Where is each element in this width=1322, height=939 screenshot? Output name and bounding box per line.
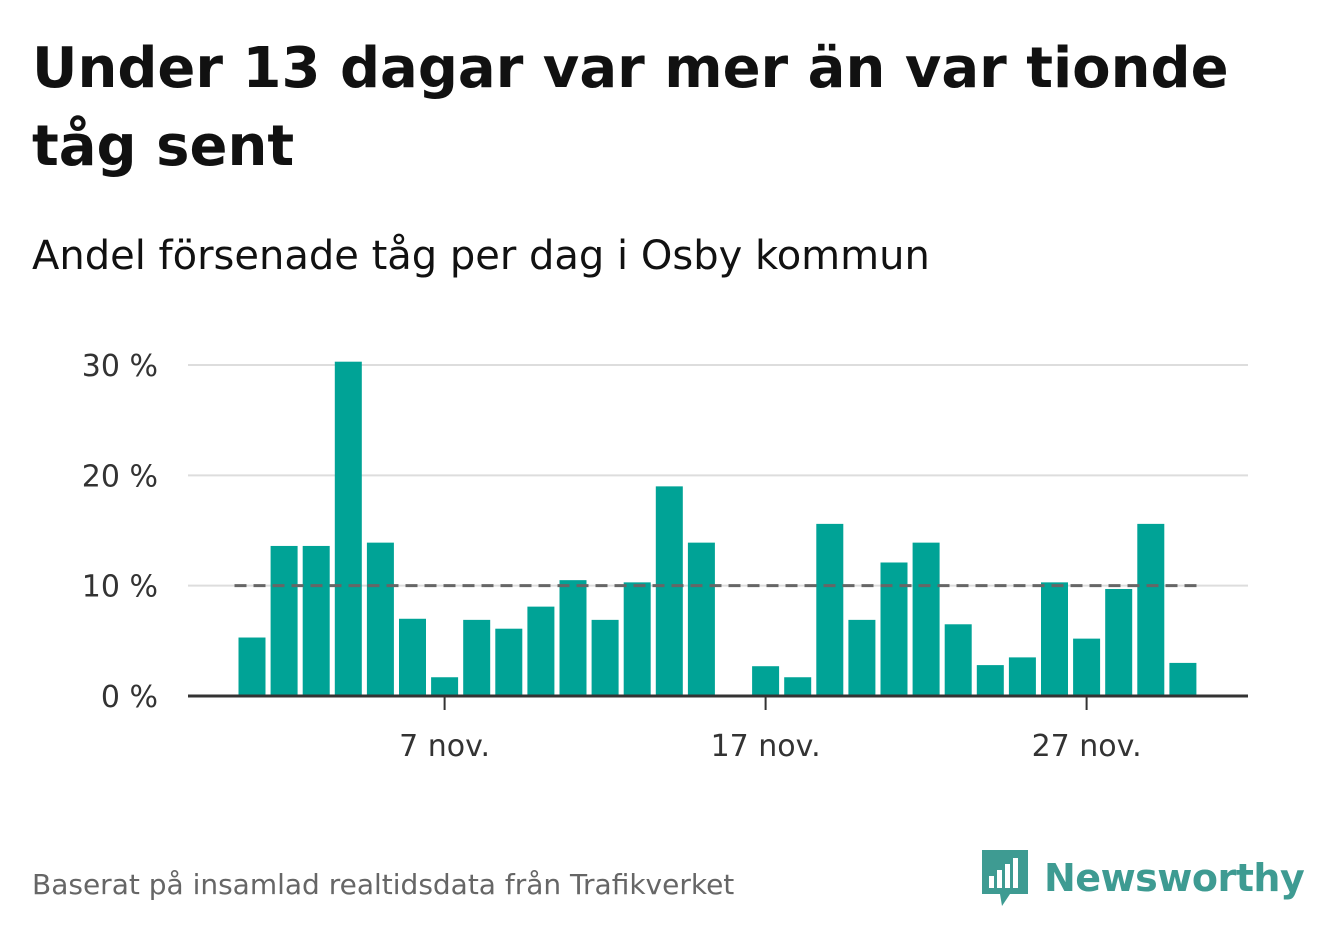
y-tick-label: 30 % (82, 349, 158, 384)
bar (591, 619, 619, 696)
bar (366, 542, 394, 696)
x-tick-label: 27 nov. (1032, 729, 1142, 764)
axis-layer: 0 % 10 % 20 % 30 % 7 nov. 17 nov. 27 nov. (82, 349, 1248, 764)
bar-chart: 0 % 10 % 20 % 30 % 7 nov. 17 nov. 27 nov. (82, 349, 1248, 764)
y-tick-label: 20 % (82, 459, 158, 494)
bar (495, 628, 523, 696)
bar (816, 523, 844, 696)
brand-name: Newsworthy (1044, 856, 1305, 900)
bar (687, 542, 715, 696)
bar (1073, 638, 1101, 696)
bar (880, 562, 908, 696)
chart-subtitle: Andel försenade tåg per dag i Osby kommu… (32, 233, 930, 279)
bar (623, 582, 651, 696)
chat-bubble-bars-icon (982, 850, 1028, 906)
bar (976, 665, 1004, 696)
bar (848, 619, 876, 696)
bar (302, 545, 330, 696)
bar (334, 361, 362, 696)
bars-layer (238, 361, 1197, 696)
x-tick-label: 17 nov. (711, 729, 821, 764)
bar (559, 580, 587, 696)
bar (238, 637, 266, 696)
bar (1105, 588, 1133, 696)
bar (1041, 582, 1068, 696)
bar (655, 486, 683, 696)
bar (270, 545, 298, 696)
source-note: Baserat på insamlad realtidsdata från Tr… (32, 868, 735, 901)
bar (752, 666, 780, 696)
bar (784, 677, 812, 696)
bar (912, 542, 940, 696)
bar (1169, 662, 1197, 696)
x-tick-label: 7 nov. (399, 729, 490, 764)
bar (399, 618, 426, 696)
bar (1008, 657, 1036, 696)
bar (431, 677, 459, 696)
y-tick-label: 0 % (101, 680, 158, 715)
brand-logo: Newsworthy (980, 848, 1305, 908)
bar (1137, 523, 1165, 696)
chart-title: Under 13 dagar var mer än var tionde tåg… (32, 36, 1229, 179)
bar (463, 619, 491, 696)
bar (944, 624, 972, 696)
bar (527, 606, 555, 696)
y-tick-label: 10 % (82, 570, 158, 605)
